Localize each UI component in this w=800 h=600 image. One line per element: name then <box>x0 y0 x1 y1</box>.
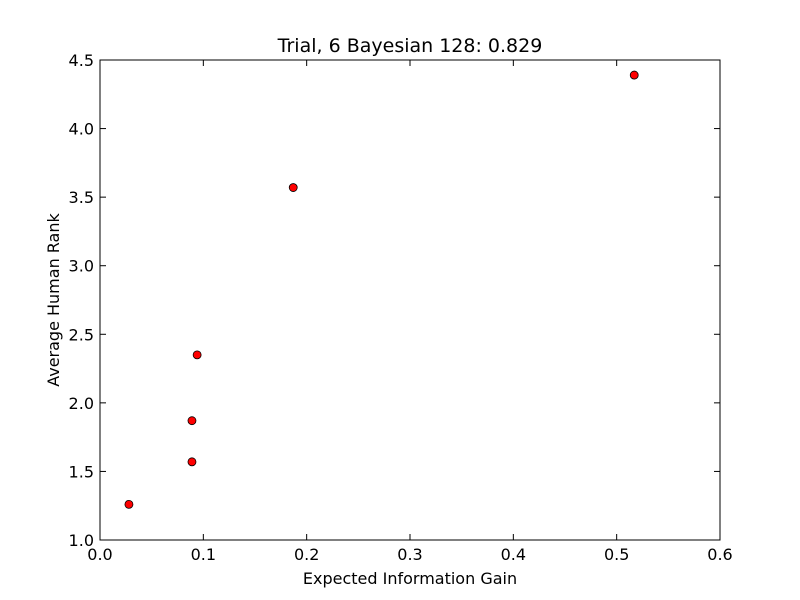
x-tick-label: 0.6 <box>707 545 732 564</box>
data-point <box>187 457 197 467</box>
x-tick-label: 0.0 <box>87 545 112 564</box>
x-tick-label: 0.2 <box>294 545 319 564</box>
x-axis-label: Expected Information Gain <box>303 569 517 588</box>
y-tick-label: 3.5 <box>69 188 94 207</box>
y-tick-label: 1.0 <box>69 531 94 550</box>
data-points <box>124 70 639 509</box>
data-point <box>192 350 202 360</box>
y-axis-label: Average Human Rank <box>44 212 63 386</box>
y-axis-ticks: 1.0 1.5 2.0 2.5 3.0 3.5 4.0 4.5 <box>69 51 720 550</box>
x-tick-label: 0.3 <box>397 545 422 564</box>
y-tick-label: 2.5 <box>69 325 94 344</box>
x-tick-label: 0.4 <box>501 545 526 564</box>
data-point <box>187 416 197 426</box>
x-axis-ticks: 0.0 0.1 0.2 0.3 0.4 0.5 0.6 <box>87 60 733 564</box>
y-tick-label: 4.5 <box>69 51 94 70</box>
data-point <box>124 499 134 509</box>
chart-title: Trial, 6 Bayesian 128: 0.829 <box>277 35 543 57</box>
data-point <box>629 70 639 80</box>
x-tick-label: 0.1 <box>191 545 216 564</box>
y-tick-label: 3.0 <box>69 257 94 276</box>
y-tick-label: 1.5 <box>69 462 94 481</box>
y-tick-label: 2.0 <box>69 394 94 413</box>
x-tick-label: 0.5 <box>604 545 629 564</box>
y-tick-label: 4.0 <box>69 120 94 139</box>
data-point <box>288 183 298 192</box>
